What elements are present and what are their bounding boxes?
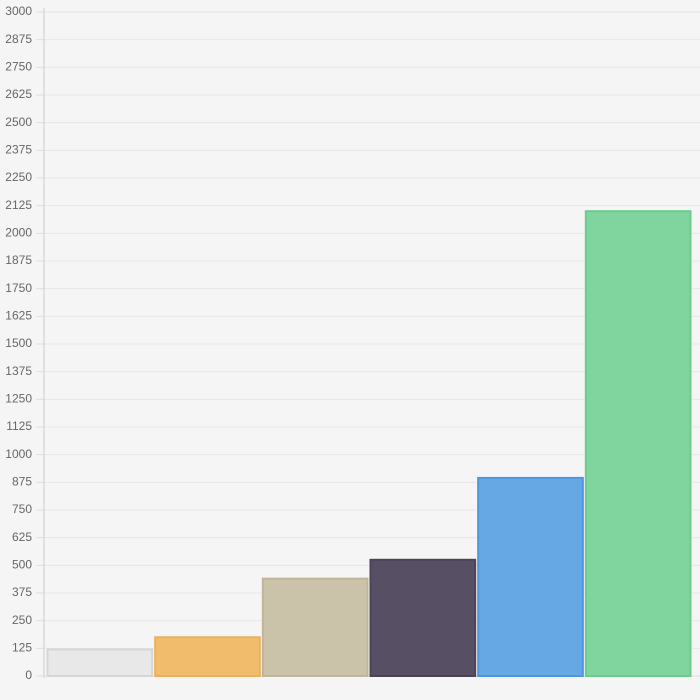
y-tick-label: 1000 [5,447,32,461]
bar [369,558,477,677]
bar [46,648,154,678]
y-tick-label: 375 [12,585,32,599]
y-tick-label: 1875 [5,253,32,267]
y-tick-label: 1750 [5,281,32,295]
y-tick-label: 1125 [6,419,32,433]
y-tick-label: 875 [12,475,32,489]
y-tick-label: 250 [12,613,32,627]
y-tick-label: 3000 [5,4,32,18]
bar [584,210,692,677]
bar [477,476,584,678]
y-tick-label: 1250 [5,392,32,406]
y-tick-label: 2000 [5,226,32,240]
y-tick-label: 625 [12,530,32,544]
y-tick-label: 1375 [5,364,32,378]
y-tick-label: 0 [25,668,32,682]
y-tick-label: 2750 [5,60,32,74]
y-tick-label: 500 [12,558,32,572]
y-tick-label: 125 [12,641,32,655]
y-tick-label: 2250 [5,170,32,184]
y-tick-label: 1500 [5,336,32,350]
y-tick-label: 2625 [5,87,32,101]
bar [154,636,261,677]
y-tick-label: 750 [12,502,32,516]
y-tick-label: 2375 [5,143,32,157]
y-tick-label: 1625 [5,309,32,323]
y-tick-label: 2125 [5,198,32,212]
y-tick-label: 2500 [5,115,32,129]
y-tick-label: 2875 [5,32,32,46]
bar [261,577,369,678]
